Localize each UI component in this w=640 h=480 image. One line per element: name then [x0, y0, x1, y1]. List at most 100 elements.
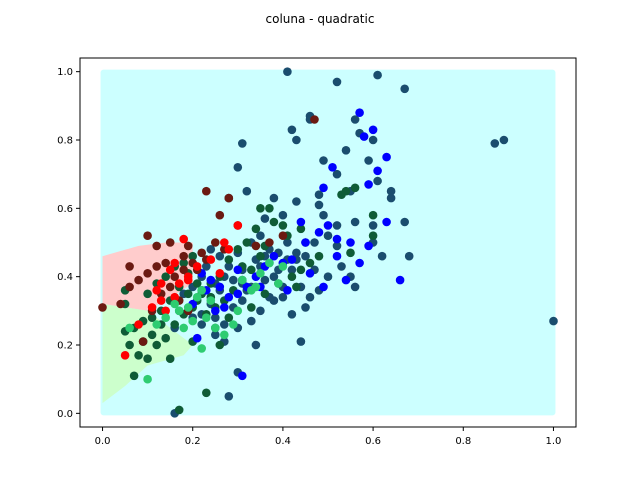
point-s1-76: [292, 282, 301, 292]
point-s0-22: [386, 193, 396, 203]
point-s0-23: [233, 163, 243, 172]
point-s5-6: [206, 296, 216, 305]
point-s1-63: [247, 303, 256, 312]
point-s3-19: [125, 262, 134, 271]
point-s0-11: [238, 139, 247, 148]
point-s0-63: [305, 292, 315, 302]
point-s2-39: [233, 265, 243, 275]
point-s0-27: [260, 214, 270, 223]
point-s4-13: [120, 351, 130, 360]
point-s3-0: [310, 115, 319, 124]
y-tick-label-5: 1.0: [57, 67, 73, 78]
point-s0-51: [197, 320, 206, 329]
point-s2-27: [206, 275, 216, 285]
point-s4-2: [220, 238, 229, 247]
point-s5-18: [143, 374, 152, 384]
point-s0-92: [224, 392, 234, 401]
axes: 0.0 0.2 0.4 0.6 0.8 1.0 0.0 0.2 0.4 0.6 0.8 1.0: [57, 57, 577, 447]
point-s2-17: [301, 238, 310, 247]
point-s4-14: [134, 320, 143, 329]
point-s1-17: [256, 251, 265, 261]
point-s0-43: [287, 265, 297, 275]
point-s0-35: [368, 221, 378, 230]
point-s0-28: [278, 210, 288, 220]
point-s2-40: [220, 303, 229, 312]
point-s3-9: [211, 238, 220, 247]
point-s0-85: [260, 275, 270, 285]
point-s2-20: [269, 251, 279, 261]
point-s1-53: [188, 251, 197, 261]
point-s4-19: [215, 269, 225, 278]
point-s0-7: [287, 125, 297, 135]
point-s1-62: [224, 313, 234, 323]
point-s2-2: [368, 125, 378, 135]
point-s0-80: [211, 313, 220, 323]
x-tick-label-0: 0.0: [95, 436, 111, 447]
point-s2-25: [224, 292, 234, 302]
point-s0-21: [386, 186, 396, 196]
point-s0-50: [211, 330, 220, 340]
point-s0-99: [292, 248, 301, 258]
plot-area: 0.0 0.2 0.4 0.6 0.8 1.0 0.0 0.2 0.4 0.6 0.8 1.0: [57, 57, 577, 447]
point-s3-7: [265, 238, 274, 247]
point-s1-2: [350, 183, 360, 193]
point-s5-16: [197, 344, 206, 353]
point-s1-48: [143, 289, 152, 299]
point-s3-17: [134, 275, 143, 285]
point-s0-66: [337, 262, 346, 271]
point-s1-5: [269, 217, 279, 227]
point-s0-87: [278, 292, 288, 302]
point-s2-35: [332, 251, 342, 261]
point-s2-12: [346, 238, 355, 247]
chart-title: coluna - quadratic: [266, 12, 375, 26]
point-s3-16: [143, 269, 152, 278]
x-tick-label-2: 0.4: [275, 436, 291, 447]
point-s2-18: [287, 255, 297, 264]
point-s4-10: [170, 292, 179, 302]
point-s1-67: [147, 330, 157, 340]
point-s1-14: [296, 265, 306, 275]
point-s0-72: [224, 262, 234, 271]
point-s3-21: [116, 299, 125, 309]
point-s5-22: [179, 323, 188, 333]
point-s0-81: [220, 320, 229, 329]
point-s0-108: [310, 238, 319, 247]
point-s1-13: [305, 258, 315, 268]
point-s5-17: [152, 320, 161, 329]
point-s0-103: [283, 238, 292, 247]
point-s2-10: [323, 221, 333, 230]
point-s2-37: [283, 286, 292, 295]
y-tick-label-3: 0.6: [57, 204, 73, 215]
point-s3-12: [179, 265, 188, 275]
point-s1-7: [251, 224, 261, 234]
point-s1-12: [346, 248, 355, 258]
point-s0-16: [364, 156, 373, 165]
point-s1-64: [260, 289, 270, 299]
point-s5-20: [161, 313, 170, 323]
point-s4-18: [170, 258, 179, 268]
point-s0-29: [292, 197, 301, 206]
scatter-points: [98, 67, 558, 418]
point-s0-17: [319, 156, 328, 165]
point-s5-2: [188, 316, 197, 326]
point-s0-24: [242, 186, 252, 196]
point-s1-52: [179, 258, 188, 268]
point-s0-14: [368, 135, 378, 145]
point-s1-29: [147, 313, 157, 323]
point-s3-29: [138, 337, 148, 346]
point-s4-9: [156, 279, 166, 288]
point-s5-13: [265, 258, 274, 268]
point-s2-0: [355, 108, 364, 117]
point-s3-18: [125, 282, 134, 292]
point-s0-86: [269, 272, 279, 282]
point-s0-6: [549, 316, 558, 326]
point-s0-37: [377, 251, 387, 261]
point-s0-32: [319, 210, 328, 220]
point-s1-58: [165, 354, 175, 364]
point-s1-45: [224, 255, 234, 264]
point-s2-34: [319, 282, 328, 292]
point-s0-46: [256, 306, 265, 316]
point-s0-65: [323, 272, 333, 282]
point-s3-31: [165, 282, 175, 292]
point-s3-10: [197, 248, 206, 258]
